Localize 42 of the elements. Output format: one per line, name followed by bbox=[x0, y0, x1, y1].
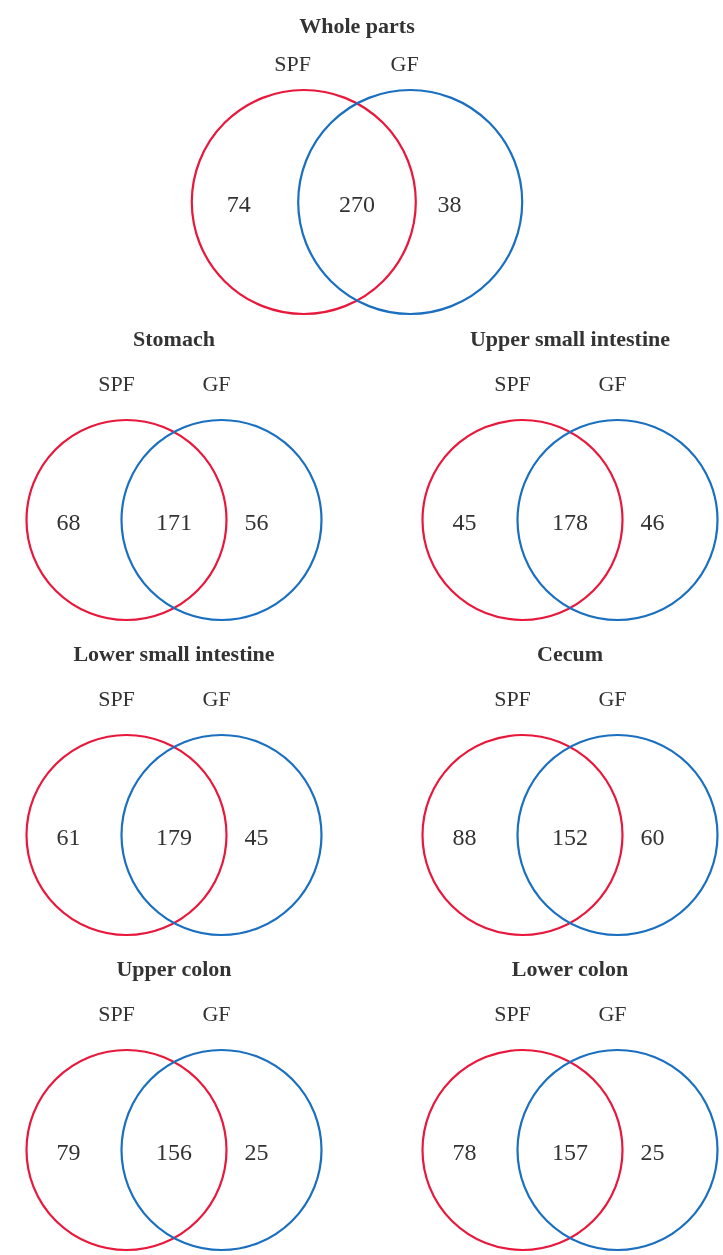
data-label: 179 bbox=[156, 824, 192, 851]
text: Upper small intestine bbox=[469, 325, 671, 351]
data-label: 79 bbox=[56, 1139, 81, 1166]
text: SPF bbox=[494, 1000, 531, 1026]
text: SPF bbox=[494, 370, 531, 396]
text: GF bbox=[598, 1000, 627, 1026]
data-label: 152 bbox=[552, 824, 588, 851]
text: GF bbox=[390, 50, 419, 76]
text: Cecum bbox=[537, 640, 603, 666]
data-label: 157 bbox=[552, 1139, 588, 1166]
data-label: 270 bbox=[339, 191, 375, 218]
text: GF bbox=[598, 685, 627, 711]
text: GF bbox=[598, 370, 627, 396]
text: Lower colon bbox=[511, 955, 629, 981]
data-label: 25 bbox=[640, 1139, 665, 1166]
data-label: 156 bbox=[156, 1139, 192, 1166]
text: Upper colon bbox=[116, 955, 232, 981]
data-label: 45 bbox=[244, 824, 269, 851]
text: SPF bbox=[98, 1000, 135, 1026]
data-label: 171 bbox=[156, 509, 192, 536]
text: SPF bbox=[98, 685, 135, 711]
data-label: 61 bbox=[56, 824, 81, 851]
data-label: 68 bbox=[56, 509, 81, 536]
data-label: 38 bbox=[437, 191, 462, 218]
data-label: 88 bbox=[452, 824, 477, 851]
data-label: 178 bbox=[552, 509, 588, 536]
text: SPF bbox=[274, 50, 311, 76]
data-label: 60 bbox=[640, 824, 665, 851]
text: GF bbox=[202, 370, 231, 396]
data-label: 74 bbox=[226, 191, 251, 218]
data-label: 78 bbox=[452, 1139, 477, 1166]
text: SPF bbox=[98, 370, 135, 396]
text: Lower small intestine bbox=[73, 640, 275, 666]
data-label: 25 bbox=[244, 1139, 269, 1166]
text: GF bbox=[202, 685, 231, 711]
text: SPF bbox=[494, 685, 531, 711]
data-label: 45 bbox=[452, 509, 477, 536]
data-label: 46 bbox=[640, 509, 665, 536]
text: Whole parts bbox=[299, 12, 416, 38]
data-label: 56 bbox=[244, 509, 269, 536]
text: Stomach bbox=[133, 325, 215, 351]
text: GF bbox=[202, 1000, 231, 1026]
